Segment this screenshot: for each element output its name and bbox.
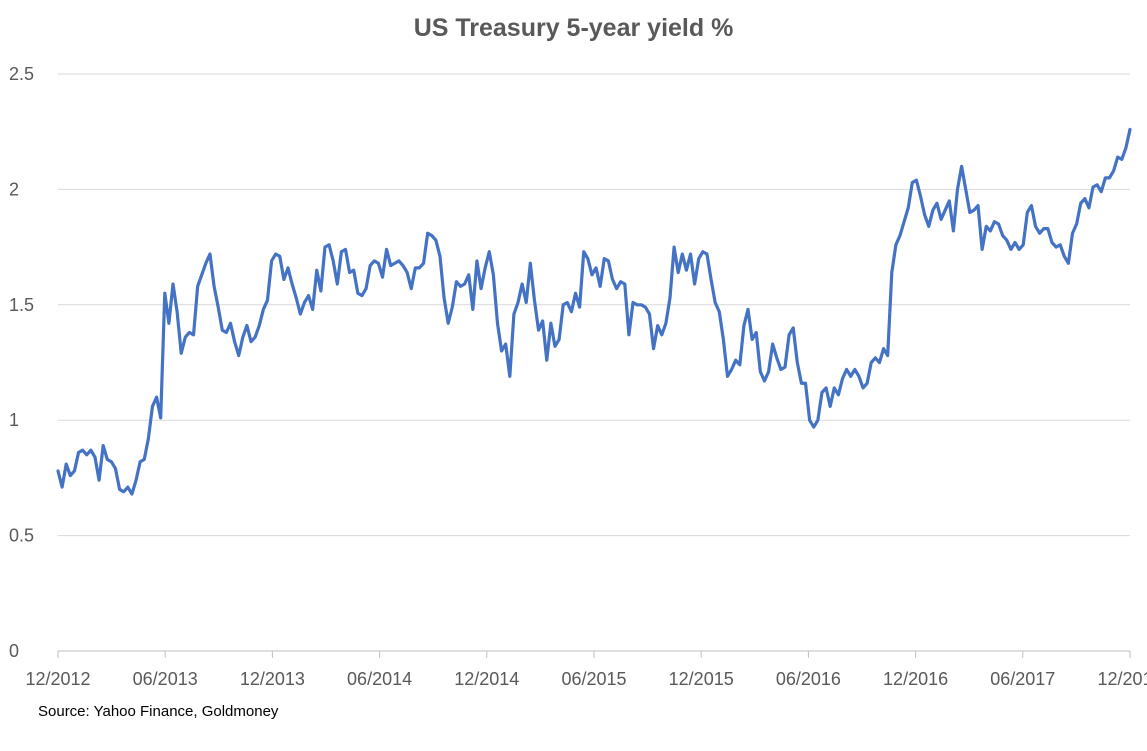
- x-tick-label: 06/2016: [776, 669, 841, 689]
- y-axis-tick-labels: 0 0.5 1 1.5 2 2.5: [9, 64, 34, 661]
- series-line: [56, 127, 1132, 496]
- x-tick-label: 12/2015: [669, 669, 734, 689]
- x-tick-label: 12/2012: [25, 669, 90, 689]
- x-tick-label: 12/2013: [240, 669, 305, 689]
- x-tick-label: 06/2017: [990, 669, 1055, 689]
- x-tick-label: 12/2017: [1097, 669, 1147, 689]
- x-tick-label: 12/2016: [883, 669, 948, 689]
- x-tick-label: 06/2014: [347, 669, 412, 689]
- x-axis: [57, 650, 1131, 658]
- gridlines: [58, 73, 1130, 537]
- x-axis-tick-labels: 12/2012 06/2013 12/2013 06/2014 12/2014 06/20…: [25, 669, 1147, 689]
- x-tick-label: 06/2015: [561, 669, 626, 689]
- x-tick-label: 06/2013: [133, 669, 198, 689]
- series-group: [56, 127, 1132, 496]
- chart-title: US Treasury 5-year yield %: [413, 14, 734, 42]
- y-tick-label: 1: [9, 410, 19, 430]
- x-tick-label: 12/2014: [454, 669, 519, 689]
- y-tick-label: 1.5: [9, 295, 34, 315]
- y-tick-label: 2: [9, 179, 19, 199]
- y-tick-label: 0.5: [9, 526, 34, 546]
- y-tick-label: 2.5: [9, 64, 34, 84]
- source-note: Source: Yahoo Finance, Goldmoney: [38, 703, 279, 720]
- y-tick-label: 0: [9, 641, 19, 661]
